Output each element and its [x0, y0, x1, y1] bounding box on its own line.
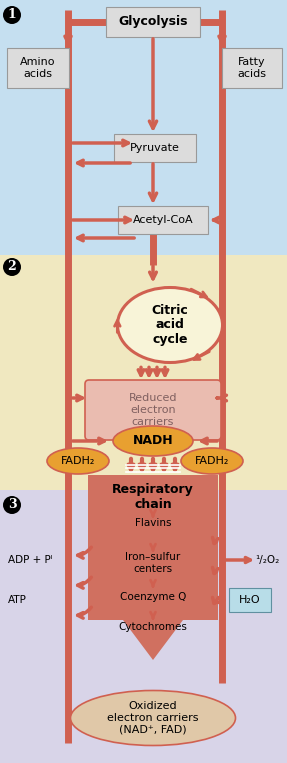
Text: Citric
acid
cycle: Citric acid cycle [152, 304, 188, 346]
Ellipse shape [181, 448, 243, 474]
Text: Respiratory
chain: Respiratory chain [112, 483, 194, 511]
FancyBboxPatch shape [229, 588, 271, 612]
Ellipse shape [47, 448, 109, 474]
FancyBboxPatch shape [85, 380, 221, 440]
Ellipse shape [3, 6, 21, 24]
FancyBboxPatch shape [0, 255, 287, 490]
PathPatch shape [88, 475, 218, 660]
Ellipse shape [3, 258, 21, 276]
Text: Oxidized
electron carriers
(NAD⁺, FAD): Oxidized electron carriers (NAD⁺, FAD) [107, 701, 199, 735]
Text: ADP + Pᴵ: ADP + Pᴵ [8, 555, 53, 565]
Text: ATP: ATP [8, 595, 27, 605]
Text: Acetyl-CoA: Acetyl-CoA [133, 215, 193, 225]
Text: Glycolysis: Glycolysis [118, 15, 188, 28]
Text: 3: 3 [8, 498, 16, 511]
Ellipse shape [71, 691, 236, 745]
FancyBboxPatch shape [7, 48, 69, 88]
Text: FADH₂: FADH₂ [61, 456, 95, 466]
Ellipse shape [3, 496, 21, 514]
Text: Coenzyme Q: Coenzyme Q [120, 592, 186, 602]
FancyBboxPatch shape [118, 206, 208, 234]
Text: Cytochromes: Cytochromes [119, 622, 187, 632]
Text: H₂O: H₂O [239, 595, 261, 605]
Text: 1: 1 [8, 8, 16, 21]
Text: NADH: NADH [133, 434, 173, 448]
Text: Pyruvate: Pyruvate [130, 143, 180, 153]
Text: Reduced
electron
carriers: Reduced electron carriers [129, 394, 177, 427]
Text: Amino
acids: Amino acids [20, 57, 56, 79]
Text: Flavins: Flavins [135, 518, 171, 528]
Text: FADH₂: FADH₂ [195, 456, 229, 466]
Text: 2: 2 [8, 260, 16, 273]
Ellipse shape [113, 426, 193, 456]
Text: Fatty
acids: Fatty acids [238, 57, 267, 79]
FancyBboxPatch shape [106, 7, 200, 37]
FancyBboxPatch shape [222, 48, 282, 88]
FancyBboxPatch shape [0, 490, 287, 763]
Text: Iron–sulfur
centers: Iron–sulfur centers [125, 552, 181, 574]
Text: ¹/₂O₂: ¹/₂O₂ [255, 555, 279, 565]
FancyBboxPatch shape [0, 0, 287, 255]
FancyBboxPatch shape [114, 134, 196, 162]
Ellipse shape [117, 288, 222, 362]
